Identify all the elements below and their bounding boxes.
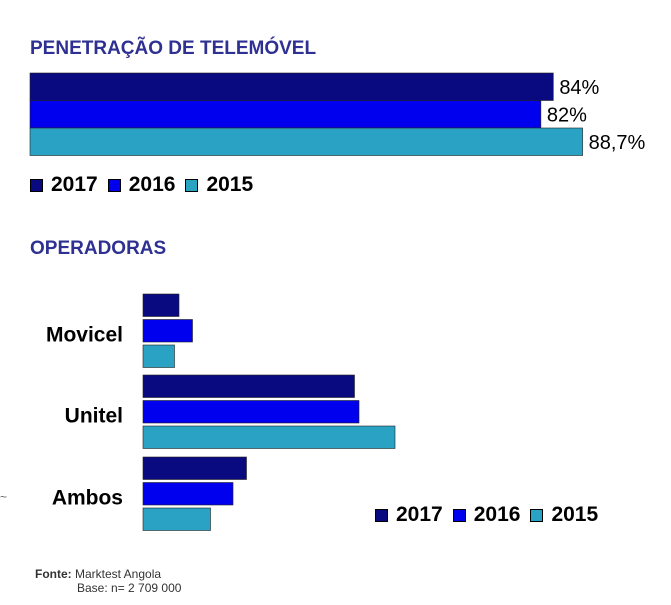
bar-movicel-2017 (142, 293, 180, 317)
stray-mark: ~ (0, 490, 8, 504)
legend-item-2017: 2017 (30, 173, 98, 197)
legend-item-2015: 2015 (185, 173, 253, 197)
data-label-penetracao-2017: 84% (559, 77, 599, 99)
legend-label-2015: 2015 (551, 503, 599, 526)
category-label-movicel: Movicel (46, 323, 123, 346)
chart-title-penetracao: PENETRAÇÃO DE TELEMÓVEL (30, 38, 317, 59)
bar-unitel-2017 (142, 374, 355, 398)
category-label-ambos: Ambos (52, 486, 123, 509)
legend-item-2015: 2015 (530, 503, 598, 527)
bar-penetracao-2016 (29, 100, 542, 129)
category-label-unitel: Unitel (65, 404, 123, 427)
legend-label-2017: 2017 (51, 173, 98, 196)
legend-swatch-2016 (452, 508, 466, 522)
base-line: Base: n= 2 709 000 (77, 581, 182, 595)
legend-swatch-2015 (530, 508, 544, 522)
footer-source: Fonte: Marktest Angola Base: n= 2 709 00… (35, 567, 181, 595)
legend-item-2016: 2016 (107, 173, 176, 197)
legend-label-2017: 2017 (396, 503, 443, 526)
bar-unitel-2016 (142, 400, 360, 424)
bar-ambos-2016 (142, 482, 234, 506)
bar-ambos-2017 (142, 456, 247, 480)
legend-item-2017: 2017 (375, 503, 443, 527)
legend-item-2016: 2016 (452, 503, 521, 527)
legend-operadoras: 2017 2016 2015 (375, 503, 608, 527)
data-label-penetracao-2016: 82% (547, 104, 587, 126)
source-label: Fonte: (35, 567, 72, 581)
legend-swatch-2015 (185, 178, 199, 192)
legend-label-2016: 2016 (128, 173, 176, 196)
legend-swatch-2017 (30, 178, 43, 192)
chart-title-operadoras: OPERADORAS (30, 238, 167, 259)
bar-movicel-2015 (142, 344, 175, 368)
bar-movicel-2016 (142, 319, 193, 343)
bar-penetracao-2017 (29, 72, 554, 101)
legend-penetracao: 2017 2016 2015 (30, 173, 263, 197)
bar-ambos-2015 (142, 507, 211, 531)
bar-unitel-2015 (142, 425, 396, 449)
legend-label-2016: 2016 (473, 503, 521, 526)
source-line: Fonte: Marktest Angola (35, 567, 181, 581)
data-label-penetracao-2015: 88,7% (589, 132, 646, 154)
legend-swatch-2016 (107, 178, 121, 192)
legend-swatch-2017 (375, 508, 388, 522)
source-value: Marktest Angola (75, 567, 162, 581)
legend-label-2015: 2015 (206, 173, 254, 196)
bar-penetracao-2015 (29, 127, 583, 156)
